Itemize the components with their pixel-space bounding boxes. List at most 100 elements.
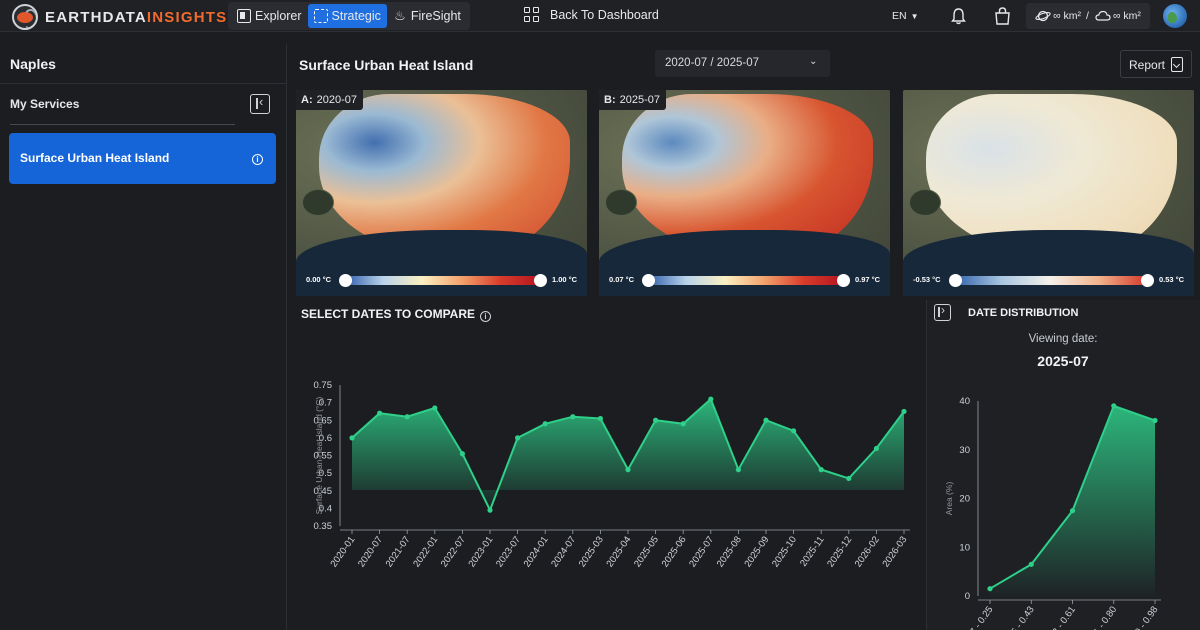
y-tick-label: 0.4 — [319, 503, 332, 514]
data-point — [708, 396, 714, 402]
mode-firesight[interactable]: ♨ FireSight — [387, 4, 467, 28]
quota-area-1: ∞ km² — [1053, 10, 1082, 22]
data-point — [1069, 508, 1076, 514]
scale-min-handle[interactable] — [339, 274, 352, 287]
mode-label: FireSight — [410, 9, 461, 23]
scale-min-handle[interactable] — [949, 274, 962, 287]
mode-label: Explorer — [255, 9, 302, 23]
x-tick-label: 2025-09 — [742, 534, 771, 569]
mode-strategic[interactable]: Strategic — [307, 4, 387, 28]
scale-max-label: 1.00 °C — [552, 275, 578, 284]
user-avatar[interactable] — [1163, 4, 1187, 28]
data-point — [570, 414, 576, 420]
globe-logo-icon — [12, 4, 38, 30]
x-tick-label: 2023-07 — [494, 534, 523, 569]
y-tick-label: 0.35 — [314, 521, 333, 532]
collapse-sidebar-icon[interactable] — [250, 94, 270, 114]
y-tick-label: 0.6 — [319, 433, 332, 444]
compare-title-text: SELECT DATES TO COMPARE — [301, 307, 476, 321]
back-label: Back To Dashboard — [550, 7, 659, 22]
data-point — [625, 467, 631, 473]
data-point — [1028, 561, 1034, 567]
x-tick-label: 0.07 - 0.25 — [960, 604, 995, 630]
data-point — [542, 421, 548, 427]
dashboard-grid-icon — [524, 7, 539, 22]
data-point — [791, 428, 797, 434]
download-document-icon — [1171, 57, 1183, 72]
language-value: EN — [892, 10, 907, 22]
x-tick-label: 2025-04 — [604, 534, 633, 569]
x-tick-label: 2023-01 — [466, 534, 495, 569]
language-selector[interactable]: EN ▼ — [892, 10, 919, 22]
quota-separator: / — [1086, 10, 1089, 22]
explorer-icon — [237, 9, 251, 23]
compare-dates-heading: SELECT DATES TO COMPARE i — [301, 307, 492, 322]
data-point — [653, 417, 659, 423]
brand-logo[interactable]: EARTHDATAINSIGHTS — [12, 4, 227, 30]
cloud-icon — [1095, 10, 1111, 21]
divider — [10, 124, 235, 125]
area-quota-badge: ∞ km² / ∞ km² — [1026, 3, 1150, 29]
info-icon[interactable]: i — [252, 154, 263, 165]
quota-area-2: ∞ km² — [1112, 10, 1141, 22]
strategic-icon — [313, 9, 328, 23]
heat-overlay — [926, 94, 1177, 255]
date-range-select[interactable]: 2020-07 / 2025-07 ⌄ — [655, 50, 830, 77]
x-tick-label: 2020-01 — [328, 534, 357, 569]
heat-overlay — [622, 94, 873, 255]
color-scale: -0.53 °C 0.53 °C — [905, 273, 1192, 288]
data-point — [349, 435, 355, 441]
y-axis-label: Surface Urban Heat Island (°C) — [314, 396, 324, 514]
viewing-date-label: Viewing date: — [1028, 333, 1098, 345]
y-tick-label: 0.7 — [319, 398, 332, 409]
x-tick-label: 2025-12 — [825, 534, 854, 569]
island — [908, 188, 941, 216]
series-area — [990, 405, 1155, 596]
caret-down-icon: ▼ — [910, 12, 919, 21]
x-tick-label: 2021-07 — [384, 534, 413, 569]
color-scale: 0.07 °C 0.97 °C — [601, 273, 888, 288]
mode-switcher: Explorer Strategic ♨ FireSight — [228, 2, 470, 30]
service-item-surface-urban-heat-island[interactable]: Surface Urban Heat Island i — [9, 133, 276, 184]
y-tick-label: 30 — [959, 445, 970, 456]
data-point — [1111, 403, 1117, 409]
scale-max-handle[interactable] — [1141, 274, 1154, 287]
expand-panel-icon[interactable] — [934, 303, 951, 321]
divider — [0, 83, 287, 84]
chevron-down-icon: ⌄ — [809, 56, 818, 67]
planet-icon — [1035, 10, 1051, 22]
shopping-bag-icon[interactable] — [994, 7, 1011, 25]
data-point — [846, 475, 852, 482]
mode-explorer[interactable]: Explorer — [231, 4, 308, 28]
compare-dates-chart[interactable]: 0.35 0.4 0.45 0.5 0.55 0.6 0.65 0.7 0.75 Surface … — [287, 300, 925, 630]
map-a[interactable]: A: 2020-07 0.00 °C 1.00 °C — [296, 90, 587, 296]
scale-gradient — [344, 276, 540, 285]
data-point — [901, 408, 907, 415]
bell-icon[interactable] — [950, 7, 967, 25]
y-tick-label: 0.55 — [314, 451, 333, 462]
x-tick-label: 2025-05 — [632, 534, 661, 569]
heat-overlay — [319, 94, 570, 255]
scale-max-handle[interactable] — [837, 274, 850, 287]
x-tick-label: 0.61 - 0.80 — [1084, 604, 1119, 630]
x-tick-label: 0.43 - 0.61 — [1043, 604, 1078, 630]
color-scale: 0.00 °C 1.00 °C — [298, 273, 585, 288]
map-b[interactable]: B: 2025-07 0.07 °C 0.97 °C — [599, 90, 890, 296]
map-tag-date: 2025-07 — [619, 94, 660, 106]
y-tick-label: 10 — [959, 542, 970, 553]
back-to-dashboard-link[interactable]: Back To Dashboard — [524, 7, 659, 22]
x-tick-label: 0.80 - 0.98 — [1125, 604, 1160, 630]
fire-icon: ♨ — [394, 8, 406, 23]
scale-max-handle[interactable] — [534, 274, 547, 287]
x-tick-label: 2022-01 — [411, 534, 440, 569]
scale-gradient — [953, 276, 1147, 285]
info-icon[interactable]: i — [480, 311, 492, 322]
brand-name-part1: EARTHDATA — [45, 8, 147, 26]
map-tag: B: 2025-07 — [599, 90, 666, 110]
data-point — [377, 410, 383, 416]
y-tick-label: 0.45 — [314, 486, 333, 497]
scale-min-handle[interactable] — [642, 274, 655, 287]
map-difference[interactable]: -0.53 °C 0.53 °C — [903, 90, 1194, 296]
report-button[interactable]: Report — [1120, 50, 1192, 78]
